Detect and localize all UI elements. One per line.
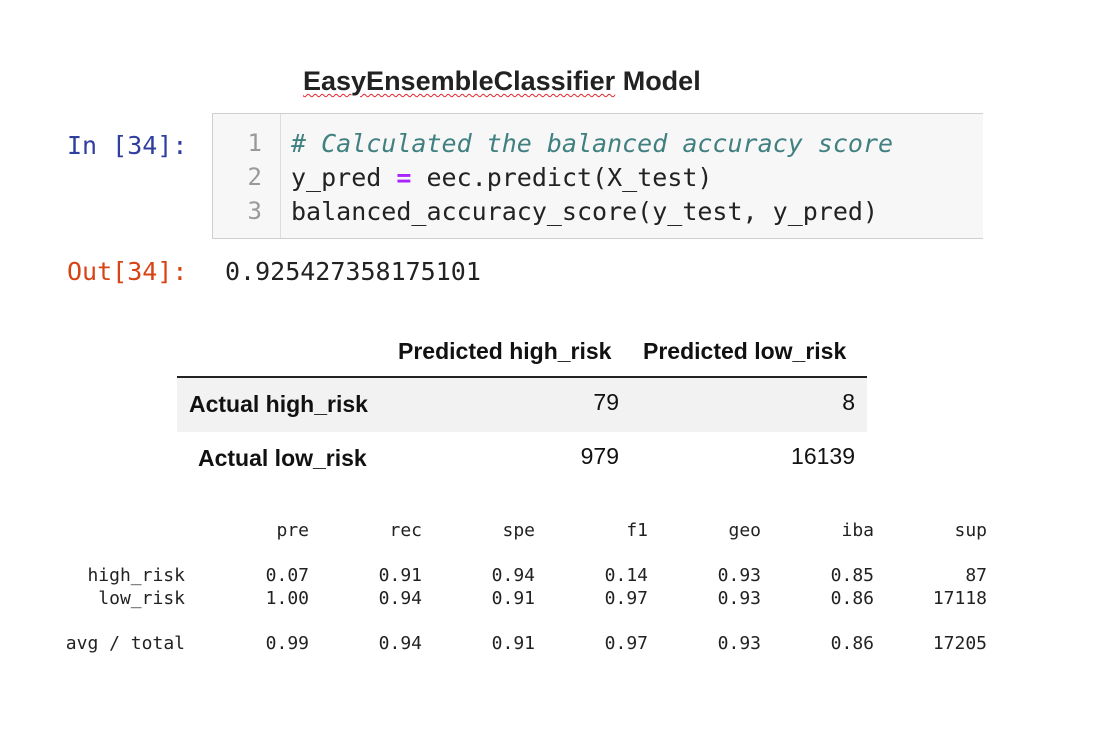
report-cell: 0.93	[717, 588, 761, 609]
report-cell: 0.86	[830, 633, 874, 654]
line-number: 1	[247, 129, 262, 157]
report-header: iba	[841, 520, 874, 541]
report-header: spe	[502, 520, 535, 541]
report-cell: 0.94	[378, 588, 422, 609]
report-header: f1	[626, 520, 648, 541]
table-row: Actual low_risk 979 16139	[177, 432, 867, 486]
code-cell[interactable]: 1 2 3 # Calculated the balanced accuracy…	[212, 113, 983, 239]
title-suffix: Model	[622, 66, 701, 96]
report-header: sup	[954, 520, 987, 541]
report-cell: 0.94	[378, 633, 422, 654]
title-model-name: EasyEnsembleClassifier	[303, 66, 616, 96]
report-cell: 0.91	[491, 588, 535, 609]
report-row-label: avg / total	[65, 633, 185, 654]
report-cell: 0.93	[717, 565, 761, 586]
code-line-comment: # Calculated the balanced accuracy score	[291, 129, 894, 158]
code-line-score: balanced_accuracy_score(y_test, y_pred)	[291, 197, 878, 226]
header-divider	[177, 376, 867, 378]
report-header: rec	[389, 520, 422, 541]
row-label: Actual high_risk	[189, 391, 368, 417]
table-cell: 979	[580, 443, 619, 469]
report-cell: 0.91	[378, 565, 422, 586]
line-number: 3	[247, 197, 262, 225]
table-cell: 8	[842, 389, 855, 415]
report-cell: 0.94	[491, 565, 535, 586]
report-cell: 0.93	[717, 633, 761, 654]
output-prompt: Out[34]:	[67, 257, 188, 286]
report-cell: 0.97	[604, 588, 648, 609]
report-cell: 17118	[932, 588, 987, 609]
column-header: Predicted high_risk	[398, 338, 612, 364]
code-variable: y_pred	[291, 163, 382, 192]
classification-report: pre rec spe f1 geo iba sup high_risk 0.0…	[0, 510, 1105, 670]
table-cell: 16139	[791, 443, 855, 469]
report-cell: 0.85	[830, 565, 874, 586]
line-number: 2	[247, 163, 262, 191]
report-cell: 17205	[932, 633, 987, 654]
report-row-label: low_risk	[98, 588, 185, 609]
report-cell: 1.00	[265, 588, 309, 609]
report-header: geo	[728, 520, 761, 541]
code-operator: =	[396, 163, 412, 192]
output-value: 0.925427358175101	[225, 257, 481, 286]
table-row: Actual high_risk 79 8	[177, 378, 867, 432]
report-cell: 0.14	[604, 565, 648, 586]
input-prompt: In [34]:	[67, 131, 188, 160]
report-cell: 0.99	[265, 633, 309, 654]
report-cell: 0.91	[491, 633, 535, 654]
report-row-label: high_risk	[87, 565, 185, 586]
code-call: eec.predict(X_test)	[426, 163, 713, 192]
report-cell: 0.07	[265, 565, 309, 586]
line-number-gutter: 1 2 3	[213, 114, 281, 238]
row-label: Actual low_risk	[198, 445, 367, 471]
table-cell: 79	[593, 389, 619, 415]
code-line-predict: y_pred = eec.predict(X_test)	[291, 163, 712, 192]
column-header: Predicted low_risk	[643, 338, 847, 364]
report-cell: 87	[965, 565, 987, 586]
report-cell: 0.97	[604, 633, 648, 654]
page-title: EasyEnsembleClassifier Model	[303, 66, 701, 97]
report-header: pre	[276, 520, 309, 541]
report-cell: 0.86	[830, 588, 874, 609]
